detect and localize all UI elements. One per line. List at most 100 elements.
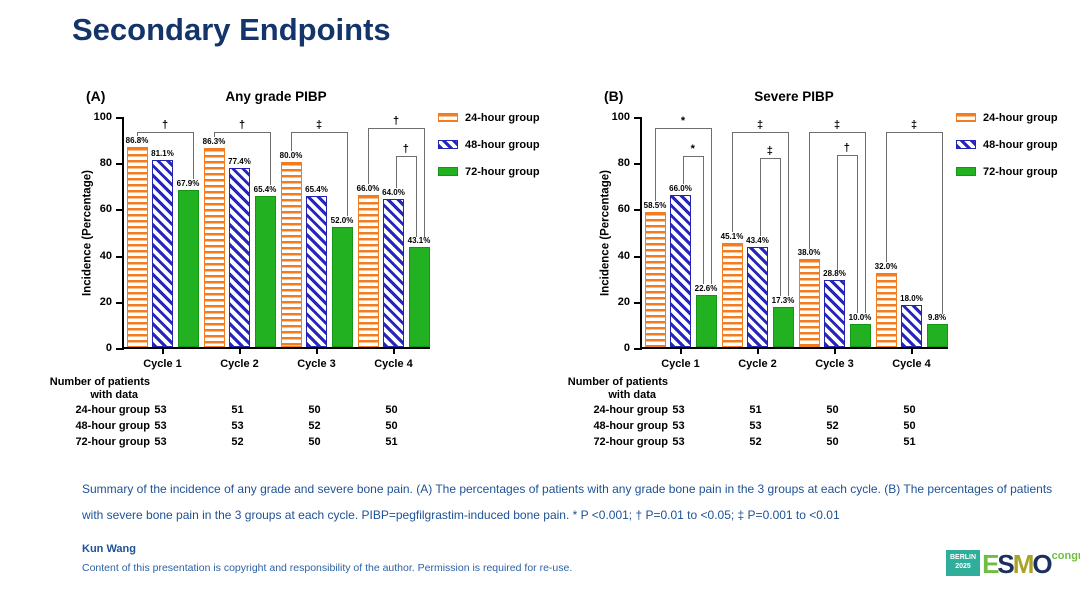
significance-bracket-leg [424, 128, 425, 237]
bar-value-label: 17.3% [771, 296, 795, 306]
legend-swatch-orange-horizontal-stripes [438, 113, 458, 122]
significance-bracket-leg [788, 131, 789, 297]
cycle-label: Cycle 2 [220, 358, 259, 370]
y-axis-tick-label: 0 [105, 342, 112, 354]
patients-count-cell: 51 [749, 404, 762, 416]
significance-bracket [886, 131, 942, 133]
bar-72-hour-group [926, 324, 948, 347]
copyright-notice: Content of this presentation is copyrigh… [82, 562, 573, 574]
significance-bracket-leg [416, 156, 417, 237]
bar-48-hour-group [152, 159, 173, 347]
significance-symbol: † [238, 118, 246, 131]
significance-bracket-leg [368, 128, 369, 184]
author-name: Kun Wang [82, 543, 136, 555]
bar-value-label: 86.3% [202, 136, 226, 146]
logo-brand-esmo: ESMO [982, 551, 1053, 577]
legend-label: 48-hour group [465, 138, 540, 151]
x-axis-tick [910, 349, 913, 354]
bar-72-hour-group [695, 294, 717, 347]
logo-badge-year: 2025 [955, 562, 971, 570]
chart-panel-b: (B) Severe PIBP Incidence (Percentage) 0 2… [568, 82, 1080, 462]
y-axis-tick-label: 0 [623, 342, 630, 354]
patients-count-cell: 50 [903, 404, 916, 416]
bar-48-hour-group [229, 168, 250, 347]
cycle-label: Cycle 2 [738, 358, 777, 370]
bar-value-label: 10.0% [848, 312, 872, 322]
y-axis-tick [634, 301, 642, 304]
patients-table-header: Number of patients [567, 376, 668, 388]
bar-value-label: 28.8% [823, 269, 846, 279]
legend-item: 48-hour group [956, 131, 1058, 158]
significance-symbol: † [161, 118, 169, 131]
logo-letter: S [997, 549, 1014, 580]
panel-a-legend: 24-hour group 48-hour group 72-hour group [438, 104, 540, 185]
patients-count-cell: 51 [903, 436, 916, 448]
y-axis-label: Incidence (Percentage) [599, 170, 612, 296]
significance-symbol: ‡ [766, 145, 773, 158]
significance-bracket [836, 154, 857, 156]
significance-bracket [137, 131, 193, 133]
patients-count-cell: 52 [826, 420, 839, 432]
bar-48-hour-group [670, 194, 691, 347]
cycle-label: Cycle 4 [892, 358, 931, 370]
y-axis-tick-label: 60 [99, 203, 112, 216]
patients-row-label: 72-hour group [593, 436, 668, 448]
legend-swatch-green-solid [956, 167, 976, 176]
bar-48-hour-group [901, 305, 922, 347]
panel-a-letter: (A) [86, 88, 106, 104]
x-axis-tick [315, 349, 318, 354]
legend-label: 24-hour group [465, 111, 540, 124]
bar-value-label: 81.1% [151, 148, 174, 158]
panel-a-patients-table: Number of patients with data 24-hour group… [50, 376, 575, 460]
caption-line-2: with severe bone pain in the 3 groups at… [82, 508, 840, 522]
bar-value-label: 67.9% [176, 179, 200, 189]
bar-72-hour-group [177, 190, 199, 347]
patients-table-header: Number of patients [49, 376, 150, 388]
bar-72-hour-group [254, 195, 276, 347]
significance-bracket-leg [857, 154, 858, 314]
bar-value-label: 66.0% [669, 183, 692, 193]
bar-48-hour-group [824, 280, 845, 347]
y-axis-tick [116, 348, 124, 350]
significance-bracket-leg [942, 131, 943, 314]
bar-value-label: 32.0% [874, 262, 898, 272]
significance-bracket-leg [703, 156, 704, 285]
patients-count-cell: 53 [154, 420, 167, 432]
significance-bracket [759, 158, 780, 160]
patients-count-cell: 53 [672, 404, 685, 416]
patients-row-label: 48-hour group [75, 420, 150, 432]
significance-symbol: * [680, 115, 686, 128]
y-axis-tick [634, 348, 642, 350]
bar-24-hour-group [280, 162, 302, 347]
significance-bracket-leg [655, 128, 656, 202]
panel-a-plot: Incidence (Percentage) 0 20 40 60 80 100 86.8% 8… [82, 111, 431, 370]
significance-symbol: ‡ [315, 118, 323, 131]
patients-count-cell: 52 [231, 436, 244, 448]
significance-bracket-leg [836, 154, 838, 270]
bar-48-hour-group [306, 195, 327, 347]
bar-24-hour-group [203, 147, 225, 347]
bar-value-label: 66.0% [356, 183, 380, 193]
significance-bracket-leg [347, 131, 348, 217]
patients-count-cell: 50 [308, 436, 321, 448]
y-axis-tick [116, 117, 124, 119]
patients-count-cell: 50 [826, 436, 839, 448]
bar-value-label: 43.4% [746, 235, 769, 245]
significance-bracket-leg [270, 131, 271, 186]
panel-b-legend: 24-hour group 48-hour group 72-hour group [956, 104, 1058, 185]
x-axis-tick [392, 349, 395, 354]
y-axis-tick [634, 209, 642, 212]
bar-value-label: 58.5% [643, 200, 667, 210]
legend-item: 72-hour group [438, 158, 540, 185]
cycle-label: Cycle 1 [661, 358, 700, 370]
significance-bracket [368, 128, 424, 130]
y-axis-tick [116, 163, 124, 166]
patients-count-cell: 52 [749, 436, 762, 448]
bar-48-hour-group [383, 199, 404, 347]
cycle-label: Cycle 1 [143, 358, 182, 370]
significance-bracket-leg [780, 158, 781, 297]
x-axis-tick [238, 349, 241, 354]
chart-panel-a: (A) Any grade PIBP Incidence (Percentage… [50, 82, 575, 462]
patients-count-cell: 53 [672, 420, 685, 432]
legend-label: 48-hour group [983, 138, 1058, 151]
